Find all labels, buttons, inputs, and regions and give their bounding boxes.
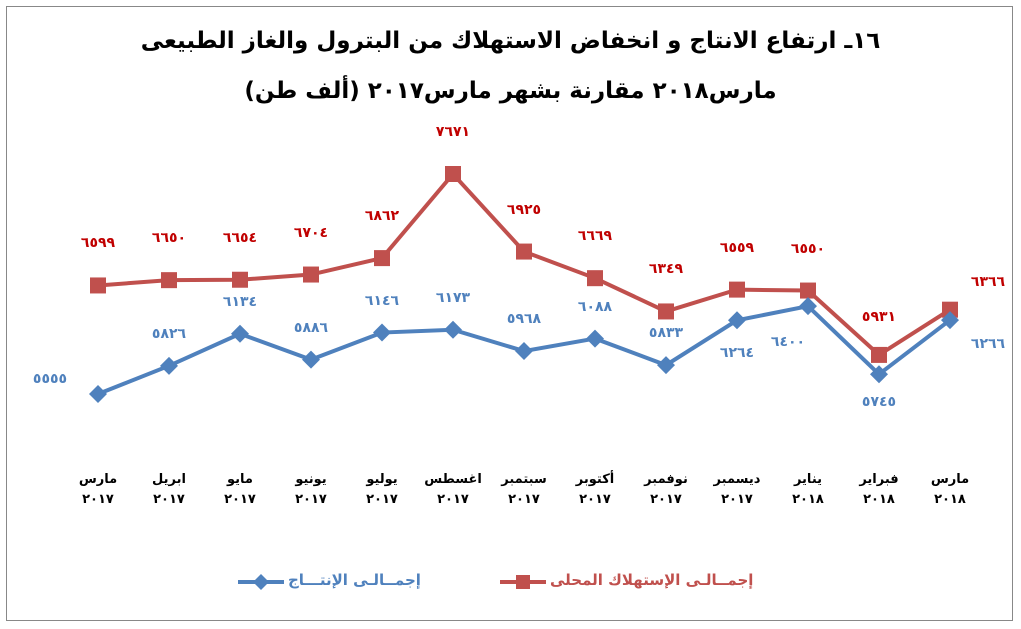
x-tick-label: أكتوبر ٢٠١٧ — [575, 472, 615, 507]
marker — [373, 323, 391, 342]
x-tick-label: ديسمبر ٢٠١٧ — [713, 472, 761, 507]
marker — [729, 281, 745, 298]
data-label: ٦٥٥٠ — [790, 240, 826, 257]
x-tick-label: مارس ٢٠١٧ — [78, 472, 118, 507]
chart-frame — [6, 6, 1013, 621]
data-label: ٥٨٨٦ — [293, 319, 329, 336]
data-label: ٦٧٠٤ — [293, 224, 329, 241]
data-label: ٦٠٨٨ — [577, 298, 613, 315]
marker — [444, 320, 462, 339]
x-tick-label: نوفمبر ٢٠١٧ — [644, 472, 688, 507]
data-label: ٦٩٢٥ — [506, 201, 542, 218]
x-tick-label: يناير ٢٠١٨ — [792, 472, 824, 507]
data-label: ٥٩٦٨ — [506, 311, 542, 328]
marker — [231, 324, 249, 343]
marker — [941, 311, 959, 330]
marker — [374, 250, 390, 267]
data-label: ٦١٤٦ — [364, 292, 400, 309]
x-tick-label: ابريل ٢٠١٧ — [152, 472, 186, 507]
marker — [871, 346, 887, 363]
x-tick-label: فبراير ٢٠١٨ — [859, 472, 899, 507]
chart-title: ١٦ـ ارتفاع الانتاج و انخفاض الاستهلاك من… — [140, 28, 881, 54]
data-label: ٦٣٦٦ — [970, 273, 1006, 290]
marker — [515, 342, 533, 361]
data-label: ٦٢٦٦ — [970, 336, 1006, 353]
data-label: ٦٢٦٤ — [719, 345, 755, 362]
data-label: ٦٦٦٩ — [577, 228, 613, 245]
x-tick-label: سبتمبر ٢٠١٧ — [501, 472, 547, 507]
data-label: ٦٣٤٩ — [648, 261, 684, 278]
legend-label: إجمــالـى الإستهلاك المحلى — [550, 571, 754, 589]
x-tick-label: اغسطس ٢٠١٧ — [424, 472, 482, 507]
x-tick-label: يونيو ٢٠١٧ — [295, 472, 327, 507]
legend-label: إجمــالـى الإنتـــاج — [288, 571, 421, 589]
marker — [89, 385, 107, 403]
data-label: ٦٥٩٩ — [80, 235, 116, 252]
legend-marker — [516, 575, 530, 589]
marker — [586, 329, 604, 348]
marker — [302, 350, 320, 369]
marker — [728, 311, 746, 330]
data-label: ٥٧٤٥ — [861, 394, 897, 411]
legend-marker — [253, 574, 269, 590]
marker — [161, 272, 177, 289]
marker — [799, 297, 817, 316]
chart-subtitle: مارس٢٠١٨ مقارنة بشهر مارس٢٠١٧ (ألف طن) — [244, 78, 777, 104]
data-label: ٦١٣٤ — [222, 293, 258, 310]
marker — [516, 243, 532, 260]
marker — [800, 282, 816, 299]
x-tick-label: مارس ٢٠١٨ — [930, 472, 970, 507]
marker — [90, 277, 106, 294]
data-label: ٦٦٥٤ — [222, 229, 258, 246]
data-label: ٦١٧٣ — [435, 289, 471, 306]
x-tick-label: مايو ٢٠١٧ — [224, 472, 256, 507]
marker — [303, 266, 319, 283]
marker — [870, 365, 888, 384]
data-label: ٦٨٦٢ — [364, 208, 400, 225]
data-label: ٧٦٧١ — [435, 124, 471, 140]
marker — [657, 356, 675, 375]
data-label: ٥٩٣١ — [861, 308, 897, 325]
marker — [160, 356, 178, 375]
marker — [658, 303, 674, 320]
marker — [445, 166, 461, 182]
marker — [232, 271, 248, 288]
x-tick-label: يوليو ٢٠١٧ — [366, 472, 398, 507]
data-label: ٥٥٥٥ — [32, 371, 68, 387]
data-label: ٥٨٢٦ — [151, 325, 187, 342]
marker — [587, 270, 603, 287]
marker — [942, 301, 958, 318]
data-label: ٦٤٠٠ — [770, 334, 806, 351]
data-label: ٦٦٥٠ — [151, 230, 187, 247]
data-label: ٥٨٣٣ — [648, 325, 684, 342]
data-label: ٦٥٥٩ — [719, 239, 755, 256]
